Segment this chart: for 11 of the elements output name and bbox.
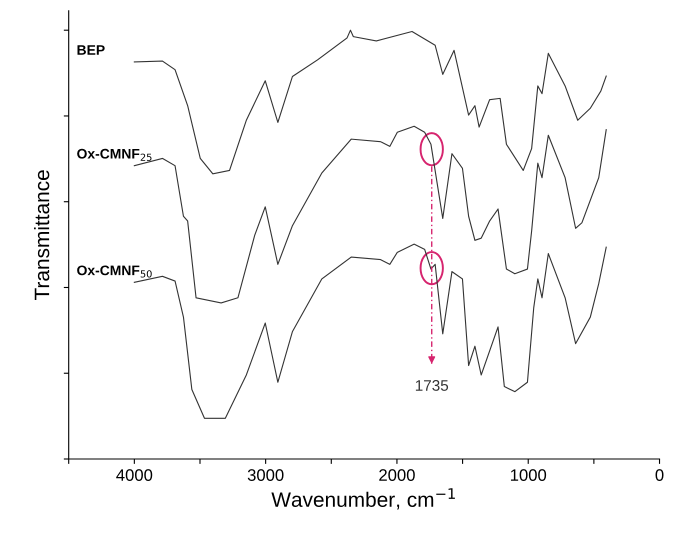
x-axis-title: Wavenumber, cm$^{−1}$ xyxy=(271,488,455,510)
x-tick-label: 3000 xyxy=(248,469,284,481)
ref-line-label: 1735 xyxy=(416,380,448,391)
x-tick-label: 4000 xyxy=(116,469,152,481)
series-label: Ox-CMNF$_{25}$ xyxy=(77,148,152,161)
y-axis-title: Transmittance xyxy=(34,170,50,300)
text: BEP xyxy=(78,45,105,55)
x-tick-label: 2000 xyxy=(379,469,415,481)
x-tick-label: 0 xyxy=(656,469,664,481)
series-label: Ox-CMNF$_{50}$ xyxy=(77,265,152,278)
x-tick-label: 1000 xyxy=(510,469,546,481)
